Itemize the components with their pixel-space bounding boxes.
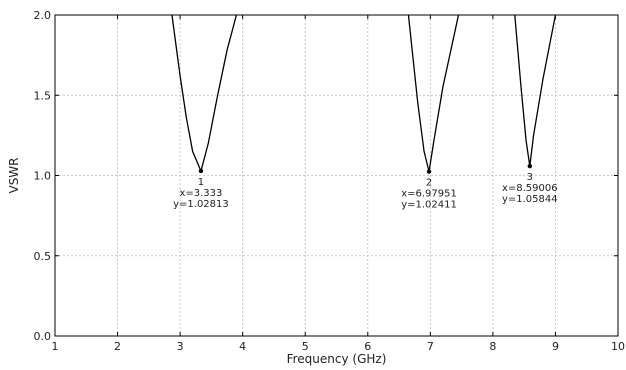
marker-x-value: x=6.97951 [401, 189, 457, 200]
marker-label: 2 [426, 178, 432, 189]
x-tick-label: 7 [427, 340, 434, 353]
marker-point [527, 163, 533, 169]
x-tick-label: 8 [489, 340, 496, 353]
series-layer [171, 14, 557, 173]
marker-point [426, 169, 432, 174]
marker-y-value: y=1.02813 [173, 199, 229, 210]
marker-label: 1 [198, 177, 204, 188]
y-axis-label: VSWR [7, 157, 21, 193]
y-tick-label: 1.0 [34, 170, 52, 183]
series-line-segment [514, 14, 557, 167]
x-tick-label: 6 [364, 340, 371, 353]
marker-x-value: x=3.333 [179, 188, 222, 199]
x-tick-label: 9 [552, 340, 559, 353]
grid [54, 14, 619, 337]
y-tick-label: 2.0 [34, 9, 52, 22]
x-tick-label: 5 [302, 340, 309, 353]
x-axis-label: Frequency (GHz) [287, 352, 387, 366]
marker-point [198, 168, 204, 174]
y-tick-label: 1.5 [34, 89, 52, 102]
marker-label: 3 [527, 172, 533, 183]
x-tick-label: 4 [239, 340, 246, 353]
marker-x-value: x=8.59006 [502, 183, 558, 194]
x-tick-label: 1 [52, 340, 59, 353]
y-tick-label: 0.5 [34, 250, 52, 263]
series-line-segment [407, 14, 460, 172]
x-tick-label: 3 [177, 340, 184, 353]
x-tick-label: 10 [611, 340, 625, 353]
x-axis-ticks: 1 2 3 4 5 6 7 8 9 10 [52, 15, 625, 353]
y-tick-label: 0.0 [34, 330, 52, 343]
y-axis-ticks: 0.0 0.5 1.0 1.5 2.0 [34, 9, 618, 343]
x-tick-label: 2 [114, 340, 121, 353]
marker-y-value: y=1.02411 [401, 200, 457, 211]
marker-y-value: y=1.05844 [502, 194, 558, 205]
series-line-segment [171, 14, 238, 173]
